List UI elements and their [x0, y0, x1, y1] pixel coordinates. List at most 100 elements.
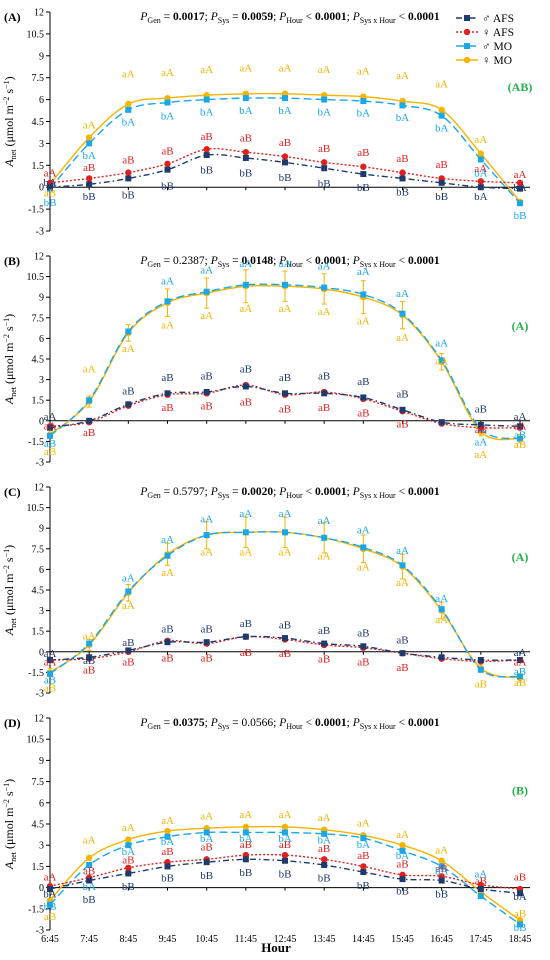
significance-letter: aB	[279, 648, 291, 660]
x-tick-label: 7:45	[80, 934, 98, 945]
significance-letter: aB	[318, 843, 330, 855]
data-point	[477, 657, 484, 664]
significance-letter: bB	[357, 880, 370, 892]
data-point	[399, 175, 406, 182]
data-point	[164, 833, 171, 840]
significance-letter: aA	[396, 545, 409, 557]
significance-letter: aB	[475, 678, 487, 690]
data-point	[321, 284, 328, 291]
data-point	[164, 552, 171, 559]
data-point	[477, 150, 485, 157]
significance-letter: bB	[514, 210, 527, 222]
significance-letter: bA	[43, 177, 57, 189]
significance-letter: bB	[200, 165, 213, 177]
significance-letter: aA	[200, 514, 213, 526]
significance-letter: bA	[474, 191, 488, 203]
data-point	[242, 529, 249, 536]
significance-letter: bA	[278, 105, 292, 117]
significance-letter: bA	[513, 182, 527, 194]
y-tick-label: 4.5	[32, 586, 45, 597]
significance-letter: aB	[475, 876, 487, 888]
significance-letter: bB	[239, 168, 252, 180]
significance-letter: aB	[396, 859, 408, 871]
significance-letter: aB	[122, 154, 134, 166]
data-point	[320, 856, 328, 863]
significance-letter: aB	[240, 364, 252, 376]
significance-letter: aA	[239, 547, 252, 559]
y-tick-label: -1.5	[28, 205, 44, 216]
data-point	[517, 185, 523, 192]
x-tick-label: 11:45	[235, 934, 257, 945]
data-point	[125, 870, 132, 877]
significance-letter: aA	[318, 64, 331, 76]
significance-letter: aB	[279, 839, 291, 851]
significance-letter: aA	[435, 338, 448, 350]
data-point	[399, 842, 406, 849]
data-point	[86, 877, 93, 884]
significance-letter: aB	[279, 137, 291, 149]
significance-letter: bB	[161, 873, 174, 885]
significance-letter: aB	[357, 376, 369, 388]
significance-letter: bA	[82, 150, 96, 162]
significance-letter: aA	[161, 276, 174, 288]
significance-letter: bB	[200, 870, 213, 882]
y-tick-label: -1.5	[28, 904, 44, 915]
significance-letter: aB	[514, 908, 526, 920]
significance-letter: bB	[122, 190, 135, 202]
legend-marker	[463, 28, 471, 36]
x-tick-label: 17:45	[469, 934, 492, 945]
significance-letter: bB	[44, 197, 57, 209]
significance-letter: aA	[396, 288, 409, 300]
data-point	[321, 165, 328, 172]
significance-letter: aA	[83, 835, 96, 847]
significance-letter: aA	[161, 815, 174, 827]
data-point	[125, 647, 132, 654]
data-point	[399, 310, 406, 317]
significance-letter: aA	[279, 303, 292, 315]
significance-letter: bB	[318, 873, 331, 885]
significance-letter: bA	[161, 836, 175, 848]
significance-letter: aA	[122, 68, 135, 80]
significance-letter: aA	[44, 656, 57, 668]
data-point	[399, 169, 406, 176]
data-point	[242, 633, 249, 640]
significance-letter: aB	[44, 674, 56, 686]
data-point	[47, 670, 53, 677]
group-letter: (B)	[512, 783, 528, 797]
legend-marker	[464, 43, 470, 49]
significance-letter: aA	[200, 265, 213, 277]
data-point	[242, 281, 249, 288]
y-tick-label: 7.5	[32, 544, 45, 555]
significance-letter: aA	[122, 343, 135, 355]
data-point	[85, 134, 93, 141]
y-tick-label: -1.5	[28, 668, 44, 679]
data-point	[164, 160, 171, 168]
significance-letter: aB	[201, 623, 213, 635]
data-point	[125, 175, 132, 182]
significance-letter: aB	[357, 147, 369, 159]
y-tick-label: 0	[39, 883, 44, 894]
significance-letter: aA	[44, 871, 57, 883]
significance-letter: aB	[396, 419, 408, 431]
data-point	[282, 390, 288, 397]
significance-letter: aB	[318, 654, 330, 666]
data-point	[86, 140, 93, 147]
significance-letter: aB	[201, 370, 213, 382]
data-point	[125, 169, 132, 176]
significance-letter: aB	[240, 647, 252, 659]
significance-letter: aA	[83, 119, 96, 131]
y-tick-label: 4.5	[32, 820, 45, 831]
significance-letter: aB	[201, 401, 213, 413]
significance-letter: bB	[318, 178, 331, 190]
significance-letter: aA	[44, 168, 57, 180]
significance-letter: aA	[44, 648, 57, 660]
significance-letter: bB	[83, 191, 96, 203]
significance-letter: aB	[161, 372, 173, 384]
data-point	[86, 640, 93, 647]
data-point	[85, 175, 93, 182]
data-point	[164, 863, 171, 870]
significance-letter: aA	[357, 266, 370, 278]
significance-letter: bA	[278, 833, 292, 845]
panel-c: -3 -1.5 0 1.5 3 4.5 6 7.5 9 10.5 12 Anet (μmol m−2 …	[2, 483, 530, 700]
data-point	[438, 863, 445, 870]
